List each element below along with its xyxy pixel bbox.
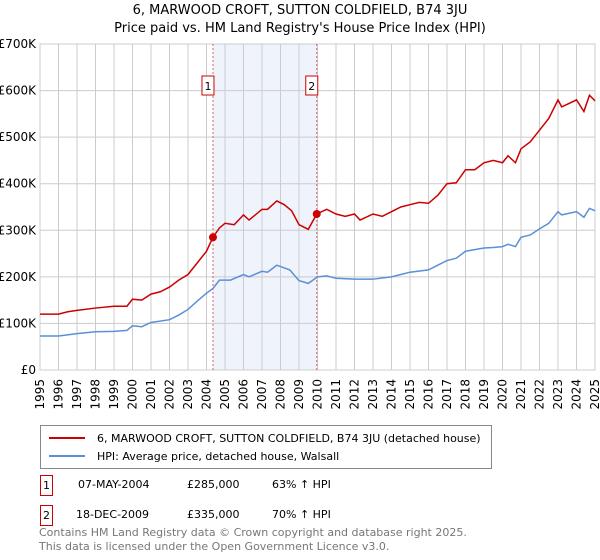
x-tick-label: 2000 <box>126 379 140 410</box>
x-tick-label: 2005 <box>218 379 232 410</box>
plot-border <box>39 43 596 371</box>
y-tick-label: £500K <box>0 130 37 144</box>
legend-label: HPI: Average price, detached house, Wals… <box>97 449 340 463</box>
transaction-badge: 1 <box>40 475 53 496</box>
y-tick-label: £0 <box>21 363 36 377</box>
x-tick-label: 2006 <box>237 379 251 410</box>
transaction-date: 18-DEC-2009 <box>76 508 150 521</box>
blue-line-swatch <box>49 455 85 457</box>
sale-point <box>312 209 321 218</box>
annotation-label: 1 <box>204 80 211 93</box>
shaded-period <box>212 44 317 370</box>
x-tick-label: 2007 <box>255 379 269 410</box>
transaction-date: 07-MAY-2004 <box>78 478 150 491</box>
y-tick-label: £700K <box>0 37 37 51</box>
legend-item-hpi: HPI: Average price, detached house, Wals… <box>49 447 481 465</box>
transaction-hpi: 63% ↑ HPI <box>272 478 331 491</box>
x-tick-label: 2021 <box>514 379 528 410</box>
x-tick-label: 2020 <box>496 379 510 410</box>
transaction-row: 2 18-DEC-2009 £335,000 70% ↑ HPI <box>40 505 440 526</box>
x-tick-label: 2015 <box>403 379 417 410</box>
x-tick-label: 1999 <box>107 379 121 410</box>
x-tick-label: 2011 <box>329 379 343 410</box>
footer-line: Contains HM Land Registry data © Crown c… <box>39 526 467 539</box>
x-tick-label: 2010 <box>311 379 325 410</box>
y-tick-label: £300K <box>0 223 37 237</box>
x-tick-label: 2012 <box>348 379 362 410</box>
x-tick-label: 2016 <box>422 379 436 410</box>
x-tick-label: 2018 <box>459 379 473 410</box>
x-tick-label: 1998 <box>89 379 103 410</box>
x-tick-label: 1997 <box>70 379 84 410</box>
footer-line: This data is licensed under the Open Gov… <box>39 540 390 553</box>
x-tick-label: 2001 <box>144 379 158 410</box>
price-chart: £0 £100K £200K £300K £400K £500K £600K £700K 199… <box>0 37 600 410</box>
legend-item-property: 6, MARWOOD CROFT, SUTTON COLDFIELD, B74 … <box>49 429 481 447</box>
y-tick-label: £400K <box>0 177 37 191</box>
sale-point <box>208 233 217 242</box>
x-tick-label: 2014 <box>385 379 399 410</box>
chart-title: 6, MARWOOD CROFT, SUTTON COLDFIELD, B74 … <box>132 3 468 18</box>
red-line-swatch <box>49 437 85 439</box>
x-tick-label: 1995 <box>33 379 47 410</box>
y-tick-label: £100K <box>0 316 37 330</box>
legend-label: 6, MARWOOD CROFT, SUTTON COLDFIELD, B74 … <box>97 431 481 445</box>
transaction-price: £285,000 <box>187 478 240 491</box>
y-tick-label: £600K <box>0 84 37 98</box>
x-tick-label: 2025 <box>588 379 600 410</box>
transaction-row: 1 07-MAY-2004 £285,000 63% ↑ HPI <box>40 475 440 496</box>
x-tick-label: 1996 <box>52 379 66 410</box>
x-tick-label: 2003 <box>181 379 195 410</box>
x-tick-label: 2017 <box>440 379 454 410</box>
annotation-box <box>201 75 215 96</box>
annotation-label: 2 <box>308 80 315 93</box>
transaction-hpi: 70% ↑ HPI <box>272 508 331 521</box>
chart-subtitle: Price paid vs. HM Land Registry's House … <box>114 21 486 36</box>
transaction-badge: 2 <box>40 505 53 526</box>
annotation-box <box>305 75 319 96</box>
series-line <box>40 207 596 337</box>
x-tick-label: 2013 <box>366 379 380 410</box>
x-tick-label: 2019 <box>477 379 491 410</box>
x-tick-label: 2023 <box>551 379 565 410</box>
x-tick-label: 2004 <box>200 379 214 410</box>
x-tick-label: 2022 <box>533 379 547 410</box>
x-tick-label: 2024 <box>570 379 584 410</box>
x-tick-label: 2009 <box>292 379 306 410</box>
y-tick-label: £200K <box>0 270 37 284</box>
series-line <box>40 93 596 315</box>
legend: 6, MARWOOD CROFT, SUTTON COLDFIELD, B74 … <box>40 425 492 469</box>
x-tick-label: 2002 <box>163 379 177 410</box>
transaction-price: £335,000 <box>187 508 240 521</box>
x-tick-label: 2008 <box>274 379 288 410</box>
footer: Contains HM Land Registry data © Crown c… <box>39 526 467 554</box>
